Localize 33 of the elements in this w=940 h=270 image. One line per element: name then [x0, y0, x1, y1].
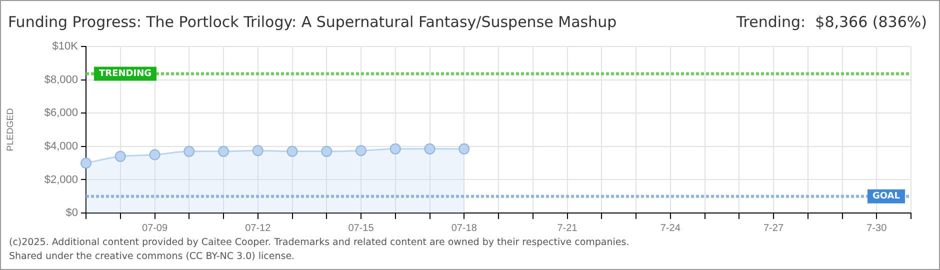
point: [80, 158, 92, 169]
x-tick-label: 7-21: [557, 222, 578, 234]
y-tick-label: $2,000: [44, 174, 78, 186]
point: [252, 145, 264, 156]
point: [286, 146, 298, 157]
point: [390, 143, 401, 154]
ref-line-label: GOAL: [872, 192, 900, 202]
y-tick-label: $8,000: [44, 74, 78, 86]
x-tick-label: 7-24: [660, 222, 681, 234]
x-tick-label: 07-15: [348, 222, 374, 234]
ref-line-label: TRENDING: [99, 69, 152, 80]
point: [114, 150, 126, 162]
text: Shared under the creative commons (CC BY-NC 3.0) license.: [9, 251, 295, 262]
x-tick-label: 7-27: [763, 222, 784, 234]
text: Trending: $8,366 (836%): [736, 13, 927, 31]
chart-title: Funding Progress: The Portlock Trilogy: A Supernatural Fantasy/Suspense Mashup: [8, 13, 617, 31]
text: (c)2025. Additional content provided by Caitee Cooper. Trademarks and related content are owned by their respective companies.: [9, 237, 630, 248]
y-tick-label: $4,000: [44, 140, 78, 152]
x-tick-label: 07-09: [142, 222, 168, 234]
point: [218, 146, 229, 157]
y-tick-label: $10K: [52, 40, 79, 53]
x-tick-label: 07-12: [245, 222, 272, 234]
point: [321, 146, 332, 157]
x-tick-label: 07-18: [451, 222, 478, 234]
point: [458, 143, 470, 154]
point: [184, 146, 195, 157]
point: [356, 145, 366, 156]
x-tick-label: 7-30: [866, 222, 888, 234]
y-tick-label: $6,000: [44, 107, 78, 120]
y-axis-title: PLEDGED: [4, 108, 15, 152]
y-tick-label: $0: [66, 207, 78, 220]
point: [149, 149, 160, 160]
point: [424, 143, 436, 154]
